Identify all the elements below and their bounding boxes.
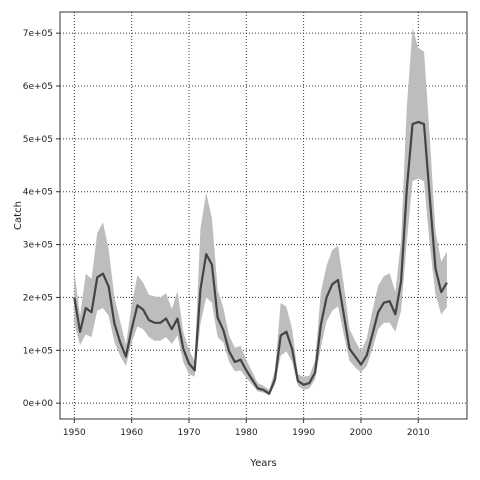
x-tick-label: 1990: [292, 428, 315, 438]
y-axis-label: Catch: [13, 201, 24, 230]
x-tick-label: 2010: [407, 428, 430, 438]
plot-border: [59, 11, 468, 420]
y-tick-label: 7e+05: [23, 29, 53, 39]
y-tick-label: 3e+05: [23, 241, 53, 251]
y-tick-label: 6e+05: [23, 82, 53, 92]
confidence-band: [74, 27, 447, 396]
y-tick-label: 5e+05: [23, 135, 53, 145]
y-tick-label: 2e+05: [23, 293, 53, 303]
y-axis-ticks: 0e+00 1e+05 2e+05 3e+05 4e+05 5e+05 6e+05 7e+05: [23, 29, 60, 409]
x-tick-label: 1950: [63, 428, 86, 438]
y-tick-label: 1e+05: [23, 346, 53, 356]
confidence-band-area: [74, 27, 447, 396]
x-tick-label: 1980: [235, 428, 258, 438]
x-axis-label: Years: [249, 458, 276, 469]
y-tick-label: 4e+05: [23, 188, 53, 198]
x-axis-ticks: 1950 1960 1970 1980 1990 2000 2010: [63, 419, 430, 438]
catch-series: [73, 120, 448, 395]
catch-line: [73, 120, 448, 395]
x-tick-label: 1970: [178, 428, 201, 438]
x-tick-label: 1960: [120, 428, 143, 438]
plot-frame: [59, 11, 468, 420]
x-tick-label: 2000: [349, 428, 372, 438]
y-tick-label: 0e+00: [23, 399, 54, 409]
